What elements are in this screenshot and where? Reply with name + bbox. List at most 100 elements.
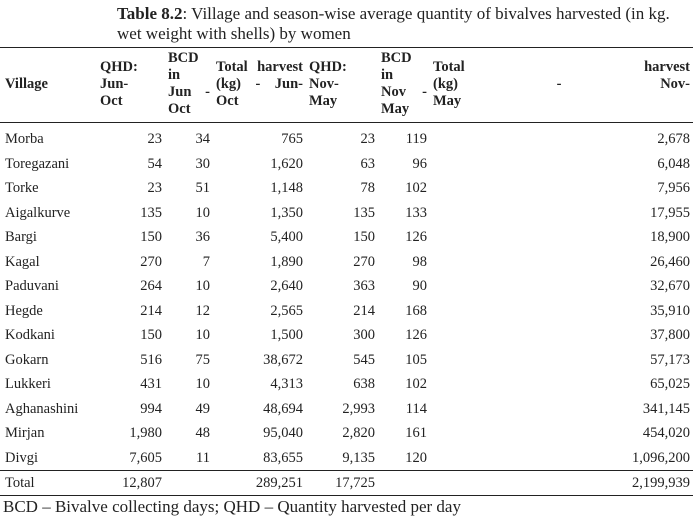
table-row: Lukkeri 431 10 4,313 638 102 65,025 xyxy=(0,372,693,397)
cell-qhd-nov-may: 638 xyxy=(353,376,375,392)
cell-bcd-jun-oct: 10 xyxy=(195,278,211,294)
cell-bcd-nov-may: 114 xyxy=(405,400,427,417)
cell-qhd-nov-may: 363 xyxy=(353,278,375,294)
cell-bcd-nov-may: 161 xyxy=(405,425,427,441)
header-line: Total harvest xyxy=(216,58,303,75)
cell-qhd-jun-oct: 12,807 xyxy=(122,475,162,491)
cell-total-harvest-nov-may: 6,048 xyxy=(657,155,690,172)
cell-bcd-nov-may: 90 xyxy=(412,278,428,294)
village-name: Morba xyxy=(5,131,44,147)
cell-total-harvest-nov-may: 32,670 xyxy=(650,278,690,294)
header-line: Jun - xyxy=(168,84,210,100)
cell-total-harvest-nov-may: 2,678 xyxy=(657,131,690,147)
cell-qhd-nov-may: 17,725 xyxy=(335,475,375,491)
column-header-total-harvest-nov-may: Total harvest (kg) - Nov- May xyxy=(430,48,693,123)
cell-total-harvest-nov-may: 35,910 xyxy=(650,302,690,319)
cell-qhd-jun-oct: 23 xyxy=(147,180,163,196)
village-name: Aigalkurve xyxy=(5,204,71,221)
village-name: Paduvani xyxy=(5,278,59,294)
cell-bcd-jun-oct: 7 xyxy=(202,253,210,270)
cell-qhd-jun-oct: 270 xyxy=(140,253,162,270)
table-row: Divgi 7,605 11 83,655 9,135 120 1,096,200 xyxy=(0,446,693,471)
cell-qhd-jun-oct: 1,980 xyxy=(129,425,162,441)
table-row: Paduvani 264 10 2,640 363 90 32,670 xyxy=(0,274,693,299)
cell-total-harvest-nov-may: 18,900 xyxy=(650,229,690,245)
footnote: BCD – Bivalve collecting days; QHD – Qua… xyxy=(3,497,461,516)
cell-total-harvest-jun-oct: 5,400 xyxy=(270,229,303,245)
cell-total-harvest-nov-may: 1,096,200 xyxy=(632,449,690,466)
cell-total-harvest-jun-oct: 1,500 xyxy=(270,327,303,343)
cell-total-harvest-nov-may: 57,173 xyxy=(650,351,690,368)
village-name: Bargi xyxy=(5,229,37,245)
cell-bcd-nov-may: 133 xyxy=(405,204,427,221)
cell-total-harvest-jun-oct: 1,148 xyxy=(270,180,303,196)
cell-bcd-jun-oct: 12 xyxy=(195,302,211,319)
table-row: Aghanashini 994 49 48,694 2,993 114 341,145 xyxy=(0,397,693,422)
cell-total-harvest-nov-may: 37,800 xyxy=(650,327,690,343)
cell-qhd-nov-may: 214 xyxy=(353,302,375,319)
cell-qhd-jun-oct: 150 xyxy=(140,229,162,245)
header-line: May xyxy=(433,92,462,109)
cell-bcd-jun-oct: 10 xyxy=(195,327,211,343)
table-row: Torke 23 51 1,148 78 102 7,956 xyxy=(0,176,693,201)
cell-total-harvest-nov-may: 26,460 xyxy=(650,253,690,270)
cell-total-harvest-nov-may: 17,955 xyxy=(650,204,690,221)
cell-bcd-jun-oct: 75 xyxy=(195,351,211,368)
cell-bcd-nov-may: 105 xyxy=(405,351,427,368)
cell-bcd-jun-oct: 10 xyxy=(195,204,211,221)
cell-total-harvest-nov-may: 454,020 xyxy=(642,425,690,441)
cell-total-harvest-jun-oct: 2,565 xyxy=(270,302,303,319)
cell-bcd-nov-may: 102 xyxy=(405,376,427,392)
table-row: Gokarn 516 75 38,672 545 105 57,173 xyxy=(0,348,693,373)
cell-bcd-nov-may: 96 xyxy=(412,155,428,172)
cell-total-harvest-jun-oct: 2,640 xyxy=(270,278,303,294)
village-name: Divgi xyxy=(5,449,39,466)
village-name: Total xyxy=(5,475,35,491)
header-line: QHD: Jun- xyxy=(100,58,138,92)
cell-bcd-nov-may: 119 xyxy=(405,131,427,147)
table-row: Mirjan 1,980 48 95,040 2,820 161 454,020 xyxy=(0,421,693,446)
cell-qhd-jun-oct: 135 xyxy=(140,204,162,221)
cell-total-harvest-nov-may: 65,025 xyxy=(650,376,690,392)
table-row: Morba 23 34 765 23 119 2,678 xyxy=(0,123,693,152)
header-line: (kg) - Nov- xyxy=(433,75,690,92)
cell-bcd-nov-may: 98 xyxy=(412,253,428,270)
table-row: Hegde 214 12 2,565 214 168 35,910 xyxy=(0,299,693,324)
header-line: Oct xyxy=(168,101,191,117)
cell-qhd-jun-oct: 7,605 xyxy=(129,449,162,466)
table-row: Bargi 150 36 5,400 150 126 18,900 xyxy=(0,225,693,250)
header-line: BCD in xyxy=(381,50,412,83)
cell-total-harvest-jun-oct: 83,655 xyxy=(263,449,303,466)
cell-bcd-jun-oct: 51 xyxy=(195,180,211,196)
table-row: Toregazani 54 30 1,620 63 96 6,048 xyxy=(0,152,693,177)
column-header-village: Village xyxy=(0,48,97,123)
village-name: Kagal xyxy=(5,253,40,270)
cell-total-harvest-jun-oct: 289,251 xyxy=(255,475,303,491)
table-caption: Table 8.2: Village and season-wise avera… xyxy=(117,4,693,44)
cell-bcd-jun-oct: 34 xyxy=(195,131,211,147)
cell-qhd-jun-oct: 54 xyxy=(147,155,163,172)
cell-total-harvest-nov-may: 7,956 xyxy=(657,180,690,196)
cell-bcd-jun-oct: 10 xyxy=(195,376,211,392)
table-row: Kagal 270 7 1,890 270 98 26,460 xyxy=(0,250,693,275)
header-line: BCD in xyxy=(168,50,199,83)
cell-total-harvest-nov-may: 341,145 xyxy=(642,400,690,417)
cell-total-harvest-nov-may: 2,199,939 xyxy=(632,475,690,491)
header-line: May xyxy=(381,101,410,117)
cell-qhd-nov-may: 63 xyxy=(360,155,376,172)
total-row: Total 12,807 289,251 17,725 2,199,939 xyxy=(0,470,693,496)
cell-qhd-jun-oct: 214 xyxy=(140,302,162,319)
cell-qhd-nov-may: 2,993 xyxy=(342,400,375,417)
village-name: Hegde xyxy=(5,302,43,319)
table-caption-text: : Village and season-wise average quanti… xyxy=(117,4,670,43)
column-header-bcd-jun-oct: BCD in Jun - Oct xyxy=(165,48,213,123)
cell-total-harvest-jun-oct: 1,350 xyxy=(270,204,303,221)
header-line: QHD: Nov- xyxy=(309,58,347,92)
cell-total-harvest-jun-oct: 1,620 xyxy=(270,155,303,172)
cell-bcd-nov-may: 102 xyxy=(405,180,427,196)
village-name: Torke xyxy=(5,180,39,196)
column-header-qhd-jun-oct: QHD: Jun- Oct xyxy=(97,48,165,123)
header-line: Oct xyxy=(100,92,123,109)
cell-qhd-nov-may: 300 xyxy=(353,327,375,343)
cell-qhd-jun-oct: 516 xyxy=(140,351,162,368)
